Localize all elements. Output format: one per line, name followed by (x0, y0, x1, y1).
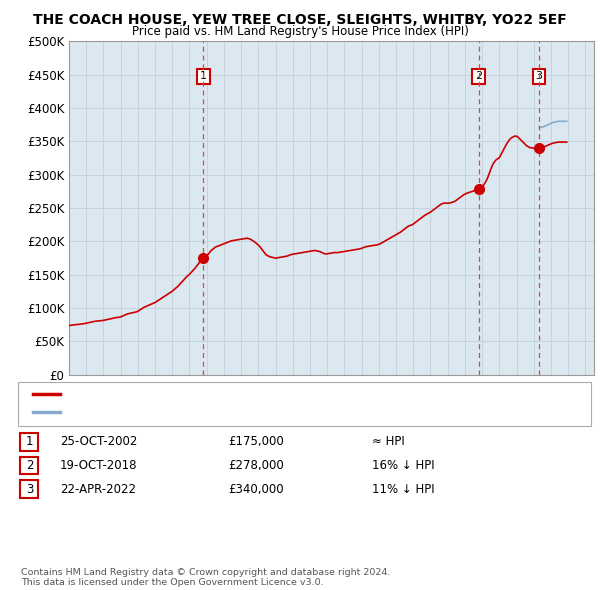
Text: £340,000: £340,000 (228, 483, 284, 496)
Text: 16% ↓ HPI: 16% ↓ HPI (372, 459, 434, 472)
Text: 2: 2 (26, 459, 33, 472)
Text: Price paid vs. HM Land Registry's House Price Index (HPI): Price paid vs. HM Land Registry's House … (131, 25, 469, 38)
Text: ≈ HPI: ≈ HPI (372, 435, 405, 448)
Text: 1: 1 (200, 71, 207, 81)
Text: THE COACH HOUSE, YEW TREE CLOSE, SLEIGHTS, WHITBY, YO22 5EF: THE COACH HOUSE, YEW TREE CLOSE, SLEIGHT… (33, 13, 567, 27)
Text: 3: 3 (536, 71, 542, 81)
Text: 3: 3 (26, 483, 33, 496)
Text: 22-APR-2022: 22-APR-2022 (60, 483, 136, 496)
Text: 2: 2 (475, 71, 482, 81)
Text: HPI: Average price, detached house, North Yorkshire: HPI: Average price, detached house, Nort… (64, 407, 337, 417)
Text: 25-OCT-2002: 25-OCT-2002 (60, 435, 137, 448)
Text: 19-OCT-2018: 19-OCT-2018 (60, 459, 137, 472)
Text: £278,000: £278,000 (228, 459, 284, 472)
Text: 11% ↓ HPI: 11% ↓ HPI (372, 483, 434, 496)
Text: 1: 1 (26, 435, 33, 448)
Text: THE COACH HOUSE, YEW TREE CLOSE, SLEIGHTS, WHITBY, YO22 5EF (detached house): THE COACH HOUSE, YEW TREE CLOSE, SLEIGHT… (64, 389, 517, 399)
Text: £175,000: £175,000 (228, 435, 284, 448)
Text: Contains HM Land Registry data © Crown copyright and database right 2024.
This d: Contains HM Land Registry data © Crown c… (21, 568, 391, 587)
